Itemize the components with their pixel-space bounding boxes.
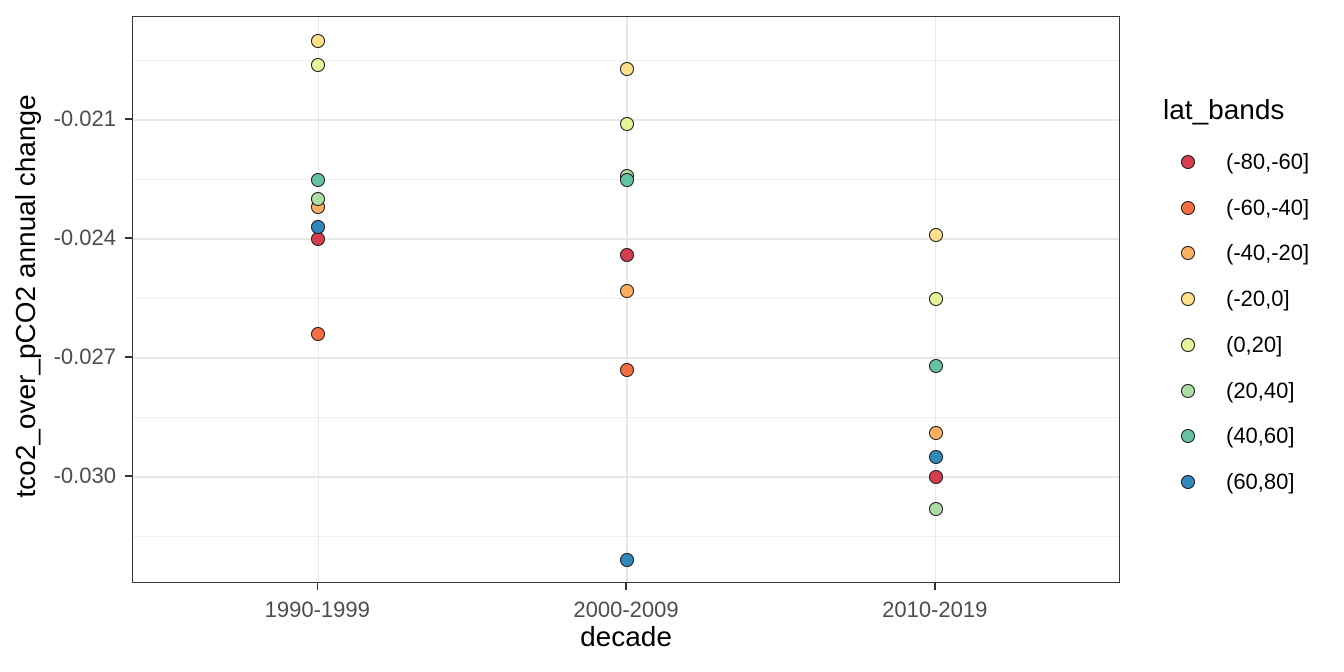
legend-label: (-80,-60]: [1226, 149, 1310, 174]
legend-swatch: [1181, 155, 1195, 169]
y-gridline-minor: [133, 416, 1119, 418]
y-gridline-minor: [133, 298, 1119, 300]
data-point: [311, 192, 326, 207]
y-gridline-minor: [133, 535, 1119, 537]
x-axis-title: decade: [580, 621, 672, 652]
legend-swatch: [1181, 337, 1195, 352]
legend-label: (0,20]: [1226, 331, 1283, 357]
data-point: [620, 283, 634, 298]
legend: lat_bands (-80,-60] (-60,-40] (-40,-20] (-2…: [1163, 93, 1309, 494]
data-point: [620, 247, 634, 262]
data-point: [928, 426, 943, 441]
x-gridline-major: [626, 17, 628, 582]
data-point: [928, 228, 943, 243]
data-point: [928, 358, 943, 373]
legend-label: (40,60]: [1226, 423, 1295, 449]
y-axis-tick: [125, 237, 132, 239]
legend-swatch: [1181, 200, 1195, 215]
plot-panel: [132, 16, 1120, 583]
y-gridline-minor: [133, 60, 1119, 62]
legend-item: (-60,-40]: [1163, 185, 1309, 231]
legend-swatch: [1181, 474, 1195, 489]
legend-title: lat_bands: [1163, 94, 1285, 125]
data-point: [311, 172, 326, 187]
y-tick-label: -0.027: [53, 343, 116, 369]
data-point: [928, 291, 943, 306]
data-point: [311, 33, 326, 48]
data-point: [311, 327, 326, 342]
data-point: [620, 362, 634, 377]
data-point: [620, 117, 634, 132]
x-tick-label: 2010-2019: [882, 597, 988, 622]
legend-label: (60,80]: [1226, 468, 1295, 494]
y-tick-label: -0.021: [53, 106, 116, 132]
x-gridline-major: [317, 17, 319, 582]
y-axis-title: tco2_over_pCO2 annual change: [10, 94, 41, 498]
data-point: [620, 553, 634, 568]
legend-item: (60,80]: [1163, 459, 1295, 505]
y-axis-tick: [125, 356, 132, 358]
y-gridline-major: [133, 238, 1119, 240]
legend-swatch: [1181, 246, 1195, 261]
legend-label: (-40,-20]: [1226, 240, 1310, 266]
y-gridline-major: [133, 357, 1119, 359]
legend-label: (20,40]: [1226, 377, 1295, 403]
legend-item: (-80,-60]: [1163, 139, 1309, 185]
y-gridline-major: [133, 476, 1119, 478]
data-point: [620, 172, 634, 187]
legend-swatch: [1181, 429, 1195, 444]
legend-label: (-60,-40]: [1226, 194, 1310, 220]
x-tick-label: 1990-1999: [264, 597, 370, 622]
data-point: [311, 57, 326, 72]
data-point: [311, 220, 326, 235]
y-axis-tick: [125, 118, 132, 120]
x-axis-tick: [316, 583, 318, 590]
legend-item: (20,40]: [1163, 368, 1295, 414]
data-point: [928, 469, 943, 484]
data-point: [928, 501, 943, 516]
legend-swatch: [1181, 383, 1195, 398]
y-axis-tick: [125, 475, 132, 477]
legend-item: (-20,0]: [1163, 276, 1290, 322]
legend-swatch: [1181, 292, 1195, 307]
legend-item: (0,20]: [1163, 322, 1282, 368]
y-tick-label: -0.024: [53, 225, 116, 251]
legend-item: (40,60]: [1163, 413, 1295, 459]
data-point: [928, 450, 943, 465]
x-axis-tick: [934, 583, 936, 590]
data-point: [620, 61, 634, 76]
x-axis-tick: [625, 583, 627, 590]
legend-label: (-20,0]: [1226, 286, 1290, 312]
x-tick-label: 2000-2009: [573, 597, 679, 622]
legend-item: (-40,-20]: [1163, 230, 1309, 276]
y-tick-label: -0.030: [53, 462, 116, 488]
